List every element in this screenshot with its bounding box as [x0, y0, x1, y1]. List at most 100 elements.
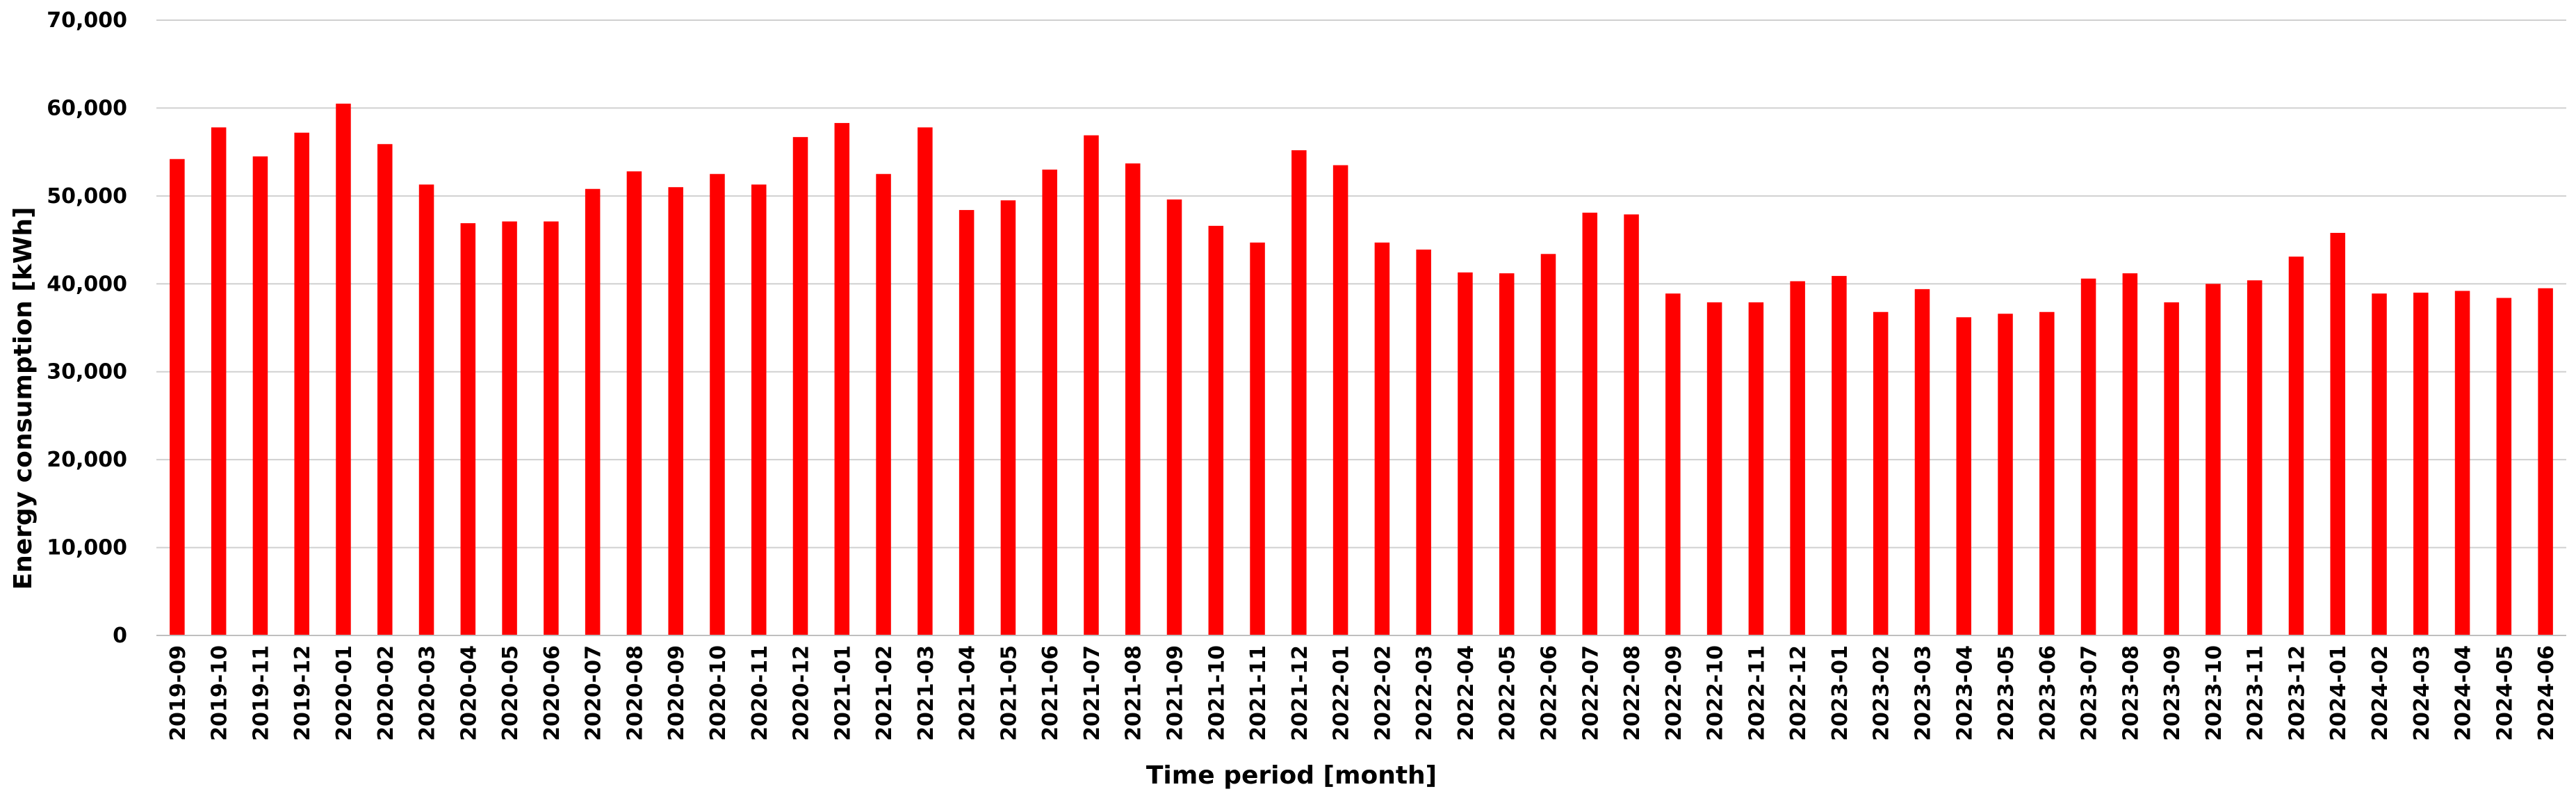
x-tick-label: 2020-01: [332, 645, 357, 741]
bar: [1084, 135, 1099, 635]
x-tick-label: 2024-04: [2452, 645, 2476, 741]
bar: [1873, 311, 1889, 635]
bar: [1624, 214, 1639, 636]
x-tick-label: 2021-03: [914, 645, 938, 741]
bar: [1582, 212, 1598, 636]
x-axis-title: Time period [month]: [1146, 761, 1437, 790]
x-axis-tick-labels: 2019-09 2019-10 2019-11 2019-12 2020-01 2020-…: [166, 645, 2559, 741]
x-tick-label: 2020-07: [582, 645, 606, 741]
x-tick-label: 2023-03: [1911, 645, 1935, 741]
bar: [918, 127, 933, 635]
bar: [1790, 281, 1805, 635]
bar: [1416, 249, 1431, 635]
x-tick-label: 2024-03: [2410, 645, 2434, 741]
y-axis-tick-labels: 0 10,000 20,000 30,000 40,000 50,000 60,000 70,…: [47, 8, 127, 648]
x-tick-label: 2024-02: [2368, 645, 2392, 741]
bar: [1291, 150, 1307, 636]
bar: [876, 174, 891, 635]
bar: [252, 156, 268, 635]
bar: [2164, 302, 2179, 635]
bar: [1208, 225, 1224, 635]
x-tick-label: 2021-10: [1205, 645, 1229, 741]
x-tick-label: 2021-07: [1080, 645, 1104, 741]
bar: [1665, 293, 1681, 635]
bar: [336, 104, 351, 635]
y-tick-label: 60,000: [47, 96, 127, 120]
bar: [2247, 280, 2263, 635]
x-tick-label: 2024-01: [2326, 645, 2351, 741]
x-tick-label: 2023-05: [1994, 645, 2019, 741]
bar: [2330, 232, 2345, 635]
x-tick-label: 2019-10: [208, 645, 232, 741]
x-tick-label: 2021-09: [1164, 645, 1188, 741]
bar: [460, 223, 476, 635]
bar: [1832, 275, 1847, 636]
y-tick-label: 0: [113, 624, 127, 648]
y-tick-label: 70,000: [47, 8, 127, 33]
x-tick-label: 2022-10: [1704, 645, 1728, 741]
bar: [2538, 288, 2553, 635]
bar: [1540, 254, 1556, 635]
x-tick-label: 2023-10: [2202, 645, 2226, 741]
bar: [626, 171, 642, 635]
bar: [585, 188, 601, 635]
x-tick-label: 2019-12: [291, 645, 315, 741]
x-tick-label: 2019-09: [166, 645, 190, 741]
x-tick-label: 2022-12: [1786, 645, 1811, 741]
bar: [1914, 289, 1930, 635]
y-tick-label: 20,000: [47, 448, 127, 472]
y-tick-label: 40,000: [47, 272, 127, 296]
bar: [2413, 292, 2429, 635]
x-tick-label: 2020-06: [540, 645, 564, 741]
bar: [1125, 163, 1141, 636]
x-tick-label: 2024-05: [2493, 645, 2517, 741]
x-tick-label: 2021-05: [997, 645, 1021, 741]
bar: [1748, 302, 1764, 635]
x-tick-label: 2023-06: [2036, 645, 2060, 741]
bar: [2288, 257, 2304, 635]
bar: [1998, 314, 2013, 635]
bar: [1042, 169, 1057, 635]
x-tick-label: 2023-12: [2285, 645, 2309, 741]
x-tick-label: 2023-09: [2160, 645, 2185, 741]
bar: [834, 122, 850, 635]
x-tick-label: 2020-02: [374, 645, 398, 741]
bar: [2080, 278, 2096, 635]
x-tick-label: 2020-05: [498, 645, 523, 741]
x-tick-label: 2023-01: [1828, 645, 1852, 741]
bar: [544, 221, 559, 635]
x-tick-label: 2022-05: [1496, 645, 1520, 741]
bar: [1499, 273, 1515, 636]
bar: [2206, 284, 2221, 635]
x-tick-label: 2023-02: [1870, 645, 1894, 741]
bar: [502, 221, 517, 635]
x-tick-label: 2022-08: [1620, 645, 1645, 741]
x-tick-label: 2021-04: [956, 645, 980, 741]
x-tick-label: 2023-07: [2078, 645, 2102, 741]
x-tick-label: 2021-11: [1246, 645, 1271, 741]
bar: [1332, 165, 1348, 635]
x-tick-label: 2022-09: [1662, 645, 1686, 741]
y-tick-label: 10,000: [47, 536, 127, 560]
x-tick-label: 2022-02: [1371, 645, 1395, 741]
x-tick-label: 2023-11: [2244, 645, 2268, 741]
x-tick-label: 2023-08: [2119, 645, 2143, 741]
x-tick-label: 2022-11: [1745, 645, 1769, 741]
bar: [418, 184, 434, 636]
bars: [170, 104, 2553, 636]
bar: [170, 159, 185, 635]
bar: [668, 187, 683, 635]
x-tick-label: 2021-12: [1288, 645, 1312, 741]
x-tick-label: 2022-04: [1454, 645, 1478, 741]
y-tick-label: 50,000: [47, 184, 127, 209]
bar: [2122, 273, 2138, 636]
gridlines: [156, 19, 2566, 549]
x-tick-label: 2020-10: [706, 645, 731, 741]
bar: [959, 210, 975, 636]
x-tick-label: 2022-03: [1412, 645, 1437, 741]
bar: [1706, 302, 1722, 635]
x-tick-label: 2022-07: [1579, 645, 1603, 741]
bar: [1458, 272, 1473, 636]
x-tick-label: 2022-06: [1537, 645, 1561, 741]
